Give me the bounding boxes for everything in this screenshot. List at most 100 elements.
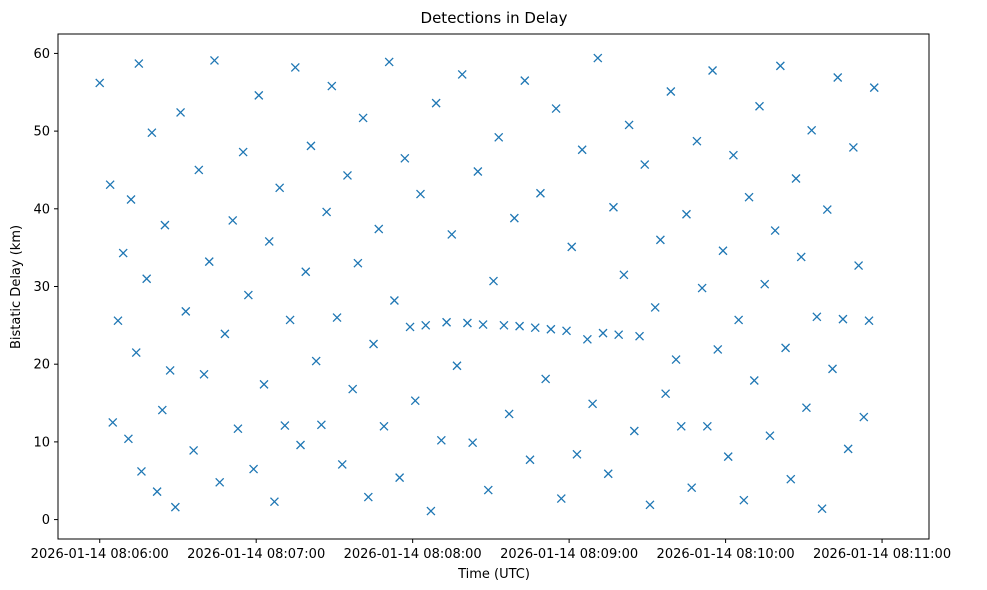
data-point (290, 62, 300, 72)
data-point (739, 495, 749, 505)
data-point (812, 312, 822, 322)
data-point (189, 445, 199, 455)
data-point (384, 57, 394, 67)
data-point (131, 348, 141, 357)
data-point (348, 384, 358, 394)
data-point (199, 369, 209, 379)
x-tick-label: 2026-01-14 08:11:00 (813, 547, 951, 562)
data-point (343, 170, 352, 180)
data-point (859, 412, 869, 422)
data-point (687, 483, 697, 493)
data-point (682, 209, 691, 219)
data-point (400, 153, 410, 163)
x-axis: 2026-01-14 08:06:00 2026-01-14 08:07:00 20… (31, 539, 951, 562)
data-point (530, 323, 540, 333)
data-point (316, 420, 326, 430)
data-point (108, 418, 118, 427)
data-point (306, 141, 316, 151)
data-point (734, 315, 744, 325)
data-point (204, 257, 214, 267)
data-point (723, 452, 733, 462)
data-point (233, 424, 243, 434)
x-tick-label: 2026-01-14 08:06:00 (31, 547, 169, 562)
data-point (541, 374, 551, 384)
data-point (781, 343, 791, 353)
data-point (363, 492, 373, 502)
data-point (332, 313, 342, 323)
data-point (603, 469, 613, 479)
data-point (728, 150, 738, 160)
data-point (118, 248, 128, 258)
data-point (791, 174, 801, 183)
x-tick-label: 2026-01-14 08:07:00 (187, 547, 325, 562)
data-point (593, 53, 603, 63)
data-point (379, 421, 389, 431)
data-point (136, 466, 146, 476)
x-tick-label: 2026-01-14 08:10:00 (657, 547, 795, 562)
x-tick-label: 2026-01-14 08:09:00 (500, 547, 638, 562)
data-point (301, 267, 311, 277)
data-point (275, 183, 285, 193)
data-point (713, 344, 723, 354)
x-tick-label: 2026-01-14 08:08:00 (344, 547, 482, 562)
data-point (718, 246, 728, 256)
data-point (452, 361, 462, 371)
data-point (105, 180, 115, 190)
data-point (645, 500, 655, 510)
data-point (515, 321, 525, 331)
y-tick-label: 60 (33, 47, 50, 62)
data-point (478, 320, 488, 330)
data-point (499, 320, 509, 330)
data-point (755, 101, 764, 111)
data-point (760, 279, 770, 289)
data-point (801, 403, 811, 413)
data-point (629, 426, 639, 436)
data-point (807, 125, 817, 135)
data-point (562, 326, 571, 336)
data-point (624, 120, 634, 130)
data-point (838, 314, 848, 324)
data-point (504, 409, 514, 419)
data-point (165, 365, 175, 375)
data-point (854, 261, 864, 270)
data-point (744, 192, 754, 202)
data-point (210, 55, 219, 65)
y-tick-label: 0 (42, 513, 50, 528)
data-point (473, 167, 483, 176)
y-tick-label: 20 (33, 358, 50, 373)
data-point (228, 216, 238, 225)
data-point (796, 252, 806, 262)
data-point (142, 274, 152, 284)
data-point (525, 455, 535, 465)
data-point (152, 487, 162, 497)
data-point (671, 355, 681, 364)
y-tick-label: 30 (33, 280, 50, 295)
data-point (708, 66, 718, 75)
data-point (280, 421, 290, 431)
data-point (462, 318, 472, 328)
data-point (577, 145, 587, 155)
data-point (786, 474, 796, 484)
data-point (285, 315, 295, 325)
data-point (489, 276, 498, 286)
data-point (176, 108, 186, 117)
data-point (582, 334, 592, 344)
data-point (296, 440, 305, 450)
data-point (483, 485, 493, 495)
data-point (447, 229, 457, 239)
data-point (160, 220, 170, 230)
data-point (410, 396, 420, 406)
data-point (264, 236, 274, 246)
data-point (635, 331, 644, 341)
data-point (123, 434, 133, 444)
plot-area (58, 34, 929, 539)
data-point (322, 207, 332, 217)
y-tick-label: 40 (33, 202, 50, 217)
y-axis: 0 10 20 30 40 50 60 (33, 47, 58, 528)
data-point (249, 464, 259, 474)
data-point (113, 316, 123, 326)
chart-title: Detections in Delay (421, 9, 568, 27)
data-point (181, 306, 191, 316)
